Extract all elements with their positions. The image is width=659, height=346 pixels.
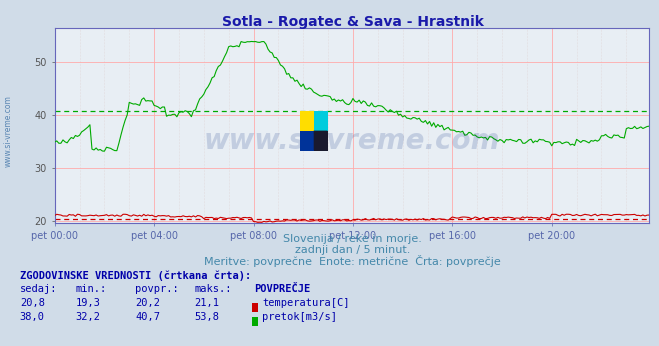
Text: 20,8: 20,8 — [20, 298, 45, 308]
Text: ZGODOVINSKE VREDNOSTI (črtkana črta):: ZGODOVINSKE VREDNOSTI (črtkana črta): — [20, 270, 251, 281]
Text: temperatura[C]: temperatura[C] — [262, 298, 350, 308]
Bar — [314, 111, 328, 131]
Text: 53,8: 53,8 — [194, 312, 219, 322]
Text: Meritve: povprečne  Enote: metrične  Črta: povprečje: Meritve: povprečne Enote: metrične Črta:… — [204, 255, 501, 267]
Text: Slovenija / reke in morje.: Slovenija / reke in morje. — [283, 234, 422, 244]
Text: zadnji dan / 5 minut.: zadnji dan / 5 minut. — [295, 245, 411, 255]
Text: Sotla - Rogatec & Sava - Hrastnik: Sotla - Rogatec & Sava - Hrastnik — [221, 15, 484, 28]
Text: sedaj:: sedaj: — [20, 284, 57, 294]
Bar — [300, 111, 314, 131]
Text: 19,3: 19,3 — [76, 298, 101, 308]
Text: 32,2: 32,2 — [76, 312, 101, 322]
Text: min.:: min.: — [76, 284, 107, 294]
Text: www.si-vreme.com: www.si-vreme.com — [3, 95, 13, 167]
Text: povpr.:: povpr.: — [135, 284, 179, 294]
Text: 20,2: 20,2 — [135, 298, 160, 308]
Text: www.si-vreme.com: www.si-vreme.com — [204, 127, 500, 155]
Text: 21,1: 21,1 — [194, 298, 219, 308]
Polygon shape — [314, 131, 328, 151]
Text: 38,0: 38,0 — [20, 312, 45, 322]
Text: 40,7: 40,7 — [135, 312, 160, 322]
Text: maks.:: maks.: — [194, 284, 232, 294]
Text: pretok[m3/s]: pretok[m3/s] — [262, 312, 337, 322]
Bar — [300, 131, 314, 151]
Bar — [314, 131, 328, 151]
Text: POVPREČJE: POVPREČJE — [254, 284, 310, 294]
